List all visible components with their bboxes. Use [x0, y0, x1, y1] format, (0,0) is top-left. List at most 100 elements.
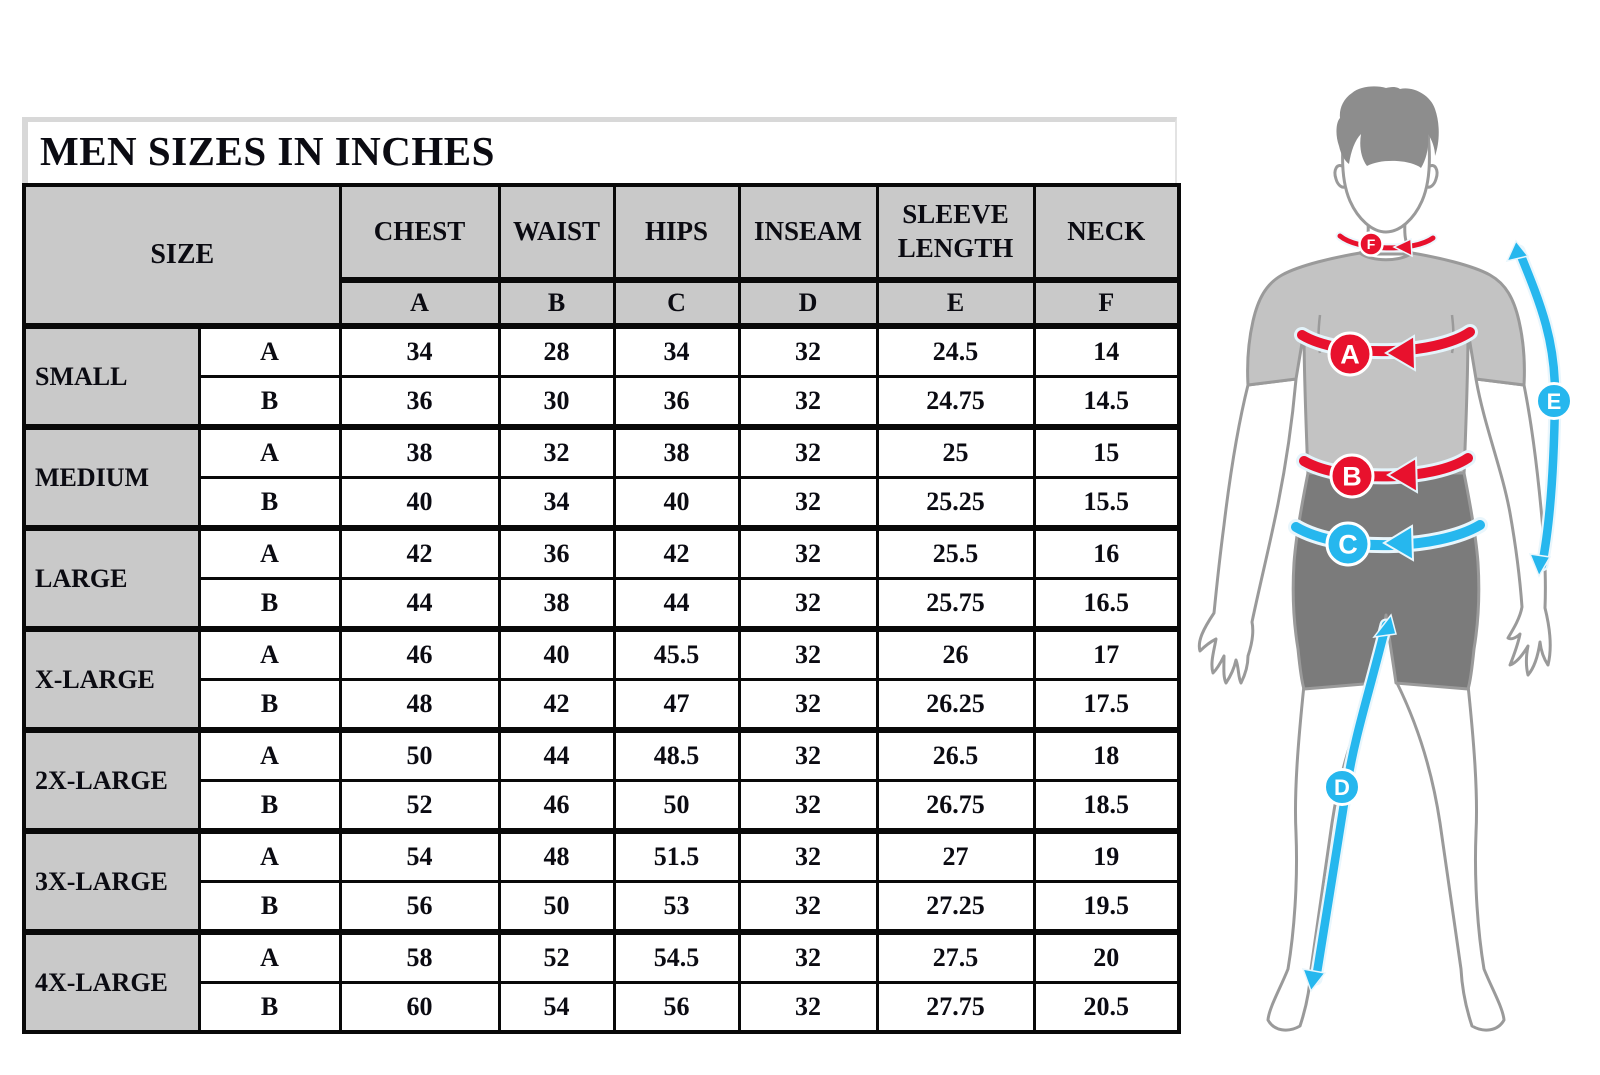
value-cell: 18	[1032, 727, 1181, 783]
value-cell: 27.75	[875, 981, 1036, 1034]
shorts-shape	[1291, 471, 1481, 691]
value-cell: 38	[612, 424, 741, 480]
neck-badge: F	[1367, 236, 1376, 252]
letter-b: B	[497, 277, 616, 328]
value-cell: 56	[338, 880, 501, 934]
value-cell: 32	[737, 779, 879, 833]
value-cell: 32	[737, 929, 879, 985]
value-cell: 32	[737, 424, 879, 480]
value-cell: 38	[497, 577, 616, 631]
size-group-label: 3X-LARGE	[22, 828, 201, 934]
value-cell: 25.25	[875, 476, 1036, 530]
table-row: B 60 54 56 32 27.75 20.5	[24, 981, 1181, 1034]
hips-badge: C	[1338, 530, 1358, 560]
value-cell: 26.25	[875, 678, 1036, 732]
value-cell: 36	[612, 375, 741, 429]
value-cell: 16	[1032, 525, 1181, 581]
variant-cell: B	[197, 880, 342, 934]
waist-badge: B	[1342, 462, 1362, 492]
value-cell: 54.5	[612, 929, 741, 985]
value-cell: 52	[338, 779, 501, 833]
sleeve-badge-circle	[1535, 382, 1573, 420]
size-table-panel: MEN SIZES IN INCHES SIZE CHEST WAIST HIP…	[22, 117, 1182, 1035]
value-cell: 50	[497, 880, 616, 934]
value-cell: 26.5	[875, 727, 1036, 783]
value-cell: 53	[612, 880, 741, 934]
chest-band	[1297, 327, 1475, 357]
value-cell: 40	[497, 626, 616, 682]
value-cell: 44	[612, 577, 741, 631]
value-cell: 14	[1032, 323, 1181, 379]
table-row: LARGE A 42 36 42 32 25.5 16	[22, 525, 1181, 631]
value-cell: 19.5	[1032, 880, 1181, 934]
table-row: B 44 38 44 32 25.75 16.5	[24, 577, 1181, 631]
column-header-waist: WAIST	[497, 183, 616, 282]
variant-cell: A	[197, 525, 342, 581]
value-cell: 15.5	[1032, 476, 1181, 530]
table-row: 4X-LARGE A 58 52 54.5 32 27.5 20	[22, 929, 1181, 1034]
letter-a: A	[338, 277, 501, 328]
value-cell: 17	[1032, 626, 1181, 682]
letter-c: C	[612, 277, 741, 328]
value-cell: 36	[497, 525, 616, 581]
neck-band	[1337, 233, 1436, 251]
letter-f: F	[1032, 277, 1181, 328]
value-cell: 27.5	[875, 929, 1036, 985]
table-row: MEDIUM A 38 32 38 32 25 15	[22, 424, 1181, 530]
page-title: MEN SIZES IN INCHES	[22, 117, 1177, 184]
shirt-shape	[1246, 251, 1526, 477]
value-cell: 32	[737, 678, 879, 732]
table-row: X-LARGE A 46 40 45.5 32 26 17	[22, 626, 1181, 732]
variant-cell: A	[197, 929, 342, 985]
value-cell: 32	[737, 577, 879, 631]
table-row: B 36 30 36 32 24.75 14.5	[24, 375, 1181, 429]
waist-badge-circle	[1329, 453, 1375, 499]
value-cell: 32	[737, 476, 879, 530]
value-cell: 32	[737, 880, 879, 934]
value-cell: 24.5	[875, 323, 1036, 379]
variant-cell: B	[197, 678, 342, 732]
variant-cell: B	[197, 779, 342, 833]
value-cell: 48.5	[612, 727, 741, 783]
left-leg-shape	[1266, 679, 1378, 1032]
value-cell: 34	[612, 323, 741, 379]
value-cell: 58	[338, 929, 501, 985]
table-row: B 48 42 47 32 26.25 17.5	[24, 678, 1181, 732]
hips-arrow-icon	[1382, 524, 1415, 562]
value-cell: 48	[497, 828, 616, 884]
variant-cell: A	[197, 626, 342, 682]
value-cell: 32	[737, 525, 879, 581]
value-cell: 51.5	[612, 828, 741, 884]
value-cell: 34	[497, 476, 616, 530]
value-cell: 32	[737, 981, 879, 1034]
variant-cell: B	[197, 476, 342, 530]
value-cell: 52	[497, 929, 616, 985]
value-cell: 46	[497, 779, 616, 833]
value-cell: 32	[497, 424, 616, 480]
left-arm-shape	[1197, 377, 1298, 685]
value-cell: 24.75	[875, 375, 1036, 429]
table-row: 2X-LARGE A 50 44 48.5 32 26.5 18	[22, 727, 1181, 833]
chest-arrow-icon	[1384, 334, 1417, 372]
waist-band	[1299, 453, 1473, 482]
chest-badge: A	[1340, 340, 1360, 370]
value-cell: 56	[612, 981, 741, 1034]
column-header-sleeve-length: SLEEVE LENGTH	[875, 183, 1036, 282]
size-table-body: SMALL A 34 28 34 32 24.5 14 B 36 30 36 32 24.75 14.5 ME…	[22, 323, 1181, 1034]
right-leg-shape	[1394, 679, 1506, 1032]
value-cell: 44	[338, 577, 501, 631]
size-group-label: 4X-LARGE	[22, 929, 201, 1034]
variant-cell: B	[197, 577, 342, 631]
inseam-badge: D	[1334, 775, 1350, 800]
column-header-neck: NECK	[1032, 183, 1181, 282]
value-cell: 32	[737, 626, 879, 682]
value-cell: 36	[338, 375, 501, 429]
size-group-label: LARGE	[22, 525, 201, 631]
chest-badge-circle	[1327, 331, 1373, 377]
value-cell: 16.5	[1032, 577, 1181, 631]
letter-e: E	[875, 277, 1036, 328]
size-table: SIZE CHEST WAIST HIPS INSEAM SLEEVE LENG…	[22, 183, 1182, 1035]
value-cell: 27	[875, 828, 1036, 884]
value-cell: 42	[338, 525, 501, 581]
value-cell: 18.5	[1032, 779, 1181, 833]
